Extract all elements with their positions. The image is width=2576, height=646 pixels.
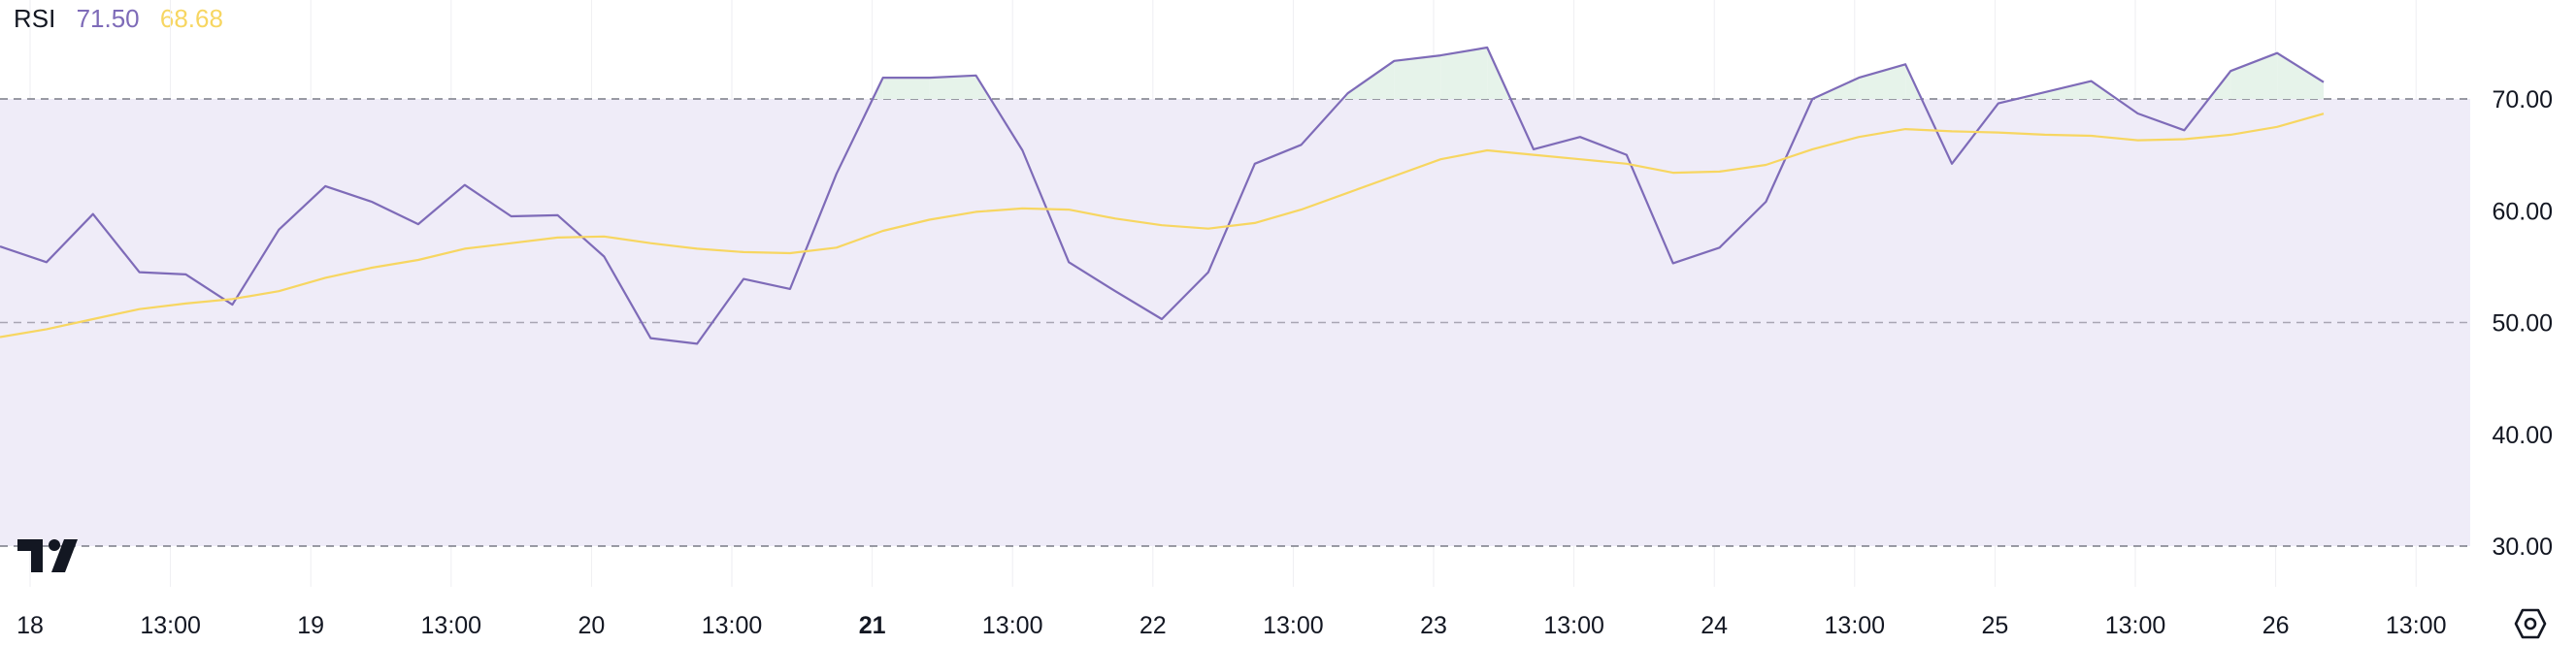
x-tick-label: 25: [1981, 612, 2008, 639]
overbought-fill: [1859, 64, 1906, 99]
tradingview-logo-icon[interactable]: [17, 539, 80, 577]
overbought-fill: [1440, 47, 1488, 99]
rsi-band: [0, 47, 2470, 547]
rsi-value: 71.50: [76, 4, 140, 33]
x-tick-label: 13:00: [1825, 612, 1886, 639]
overbought-fill: [2277, 52, 2324, 99]
x-tick-label: 22: [1139, 612, 1167, 639]
x-tick-label: 23: [1420, 612, 1447, 639]
y-tick-label: 70.00: [2492, 86, 2553, 113]
x-tick-label: 21: [859, 612, 886, 639]
x-tick-label: 13:00: [421, 612, 482, 639]
x-tick-label: 24: [1701, 612, 1728, 639]
overbought-fill: [1394, 55, 1441, 99]
indicator-name[interactable]: RSI: [14, 4, 56, 33]
overbought-fill: [929, 75, 976, 99]
y-tick-label: 60.00: [2492, 198, 2553, 225]
y-axis[interactable]: 70.00 60.00 50.00 40.00 30.00: [2492, 86, 2553, 561]
x-tick-label: 13:00: [2386, 612, 2447, 639]
y-tick-label: 50.00: [2492, 310, 2553, 338]
y-tick-label: 30.00: [2492, 533, 2553, 561]
x-tick-label: 26: [2262, 612, 2290, 639]
overbought-fill: [882, 78, 930, 99]
x-tick-label: 20: [578, 612, 605, 639]
x-tick-label: 19: [297, 612, 324, 639]
x-tick-label: 13:00: [2105, 612, 2166, 639]
x-tick-label: 13:00: [140, 612, 201, 639]
y-tick-label: 40.00: [2492, 422, 2553, 449]
x-tick-label: 13:00: [702, 612, 763, 639]
x-tick-label: 13:00: [1263, 612, 1324, 639]
settings-icon[interactable]: [2514, 607, 2547, 640]
overbought-fill: [2044, 81, 2092, 99]
series-lines: [0, 46, 2325, 345]
overbought-fill: [1347, 60, 1395, 99]
overbought-fill: [2230, 52, 2278, 99]
x-tick-label: 18: [17, 612, 44, 639]
series-line: [0, 113, 2325, 339]
x-axis[interactable]: 18 13:00 19 13:00 20 13:00 21 13:00 22 13:00 23 13:…: [17, 612, 2446, 639]
x-tick-label: 13:00: [982, 612, 1043, 639]
x-tick-label: 13:00: [1543, 612, 1604, 639]
